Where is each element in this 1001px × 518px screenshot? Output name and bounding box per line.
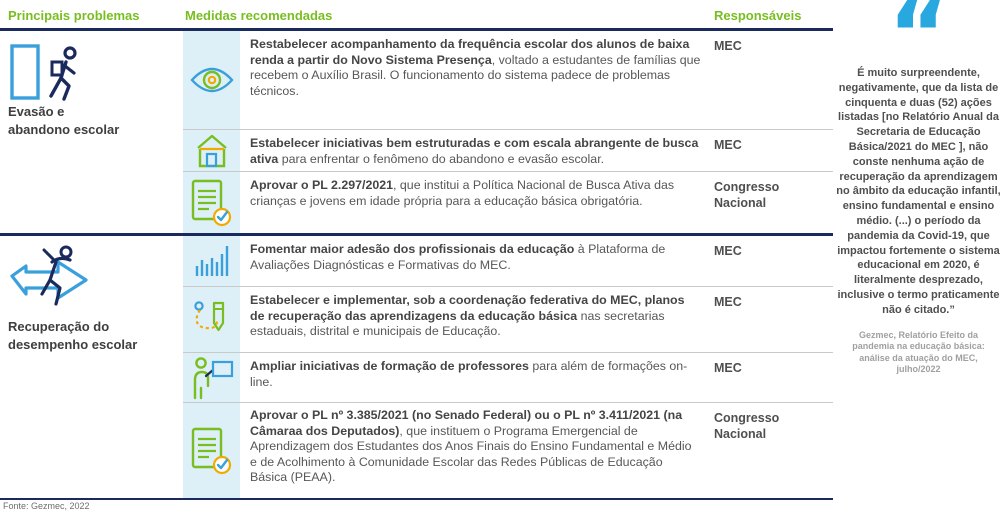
measure-text-bold: Aprovar o PL nº 3.385/2021 (no Senado Fe… — [250, 408, 683, 438]
quote-panel: “ É muito surpreendente, negativamente, … — [836, 0, 1001, 376]
measure-text-rest: nas secretarias estaduais, distrital e m… — [250, 308, 665, 339]
measure-text: Restabelecer acompanhamento da frequênci… — [240, 31, 713, 129]
house-icon — [193, 133, 231, 169]
measure-text-bold: Restabelecer acompanhamento da frequênci… — [250, 37, 690, 67]
measure-icon-cell — [183, 171, 240, 233]
measure-icon-cell — [183, 129, 240, 171]
table-bottom-rule — [0, 498, 833, 500]
section-evasao: Evasão e abandono escolar Restabelecer a… — [0, 31, 833, 233]
measure-text-bold: Fomentar maior adesão dos profissionais … — [250, 242, 575, 256]
quote-text: É muito surpreendente, negativamente, qu… — [836, 67, 1001, 316]
measure-text-rest: , que instituem o Programa Emergencial d… — [250, 423, 692, 485]
recommendations-table: Principais problemas Medidas recomendada… — [0, 0, 833, 500]
document-check-icon — [189, 179, 235, 227]
document-check-icon — [189, 427, 235, 475]
quote-attribution: Gezmec, Relatório Efeito da pandemia na … — [852, 329, 985, 375]
problem-label: Evasão e abandono escolar — [8, 104, 120, 137]
column-header-problems: Principais problemas — [8, 8, 140, 23]
section-recuperacao: Recuperação do desempenho escolar Foment… — [0, 233, 833, 498]
measure-text-bold: Ampliar iniciativas de formação de profe… — [250, 359, 529, 373]
measure-icon-cell — [183, 352, 240, 402]
responsible-label: Congresso Nacional — [713, 402, 833, 498]
responsible-label: MEC — [714, 39, 742, 53]
measure-text: Ampliar iniciativas de formação de profe… — [240, 352, 713, 402]
responsible-label: MEC — [713, 352, 833, 402]
measure-text-rest: para além de formações on-line. — [250, 359, 688, 389]
problem-cell: Evasão e abandono escolar — [0, 31, 183, 233]
measure-text: Estabelecer iniciativas bem estruturadas… — [240, 129, 713, 171]
measure-text-bold: Estabelecer e implementar, sob a coorden… — [250, 293, 685, 323]
responsible-label: MEC — [713, 129, 833, 171]
responsible-label: MEC — [714, 244, 742, 258]
table-header-row: Principais problemas Medidas recomendada… — [0, 0, 833, 31]
measure-icon-cell — [183, 286, 240, 352]
measure-text-rest: à Plataforma de Avaliações Diagnósticas … — [250, 242, 666, 272]
responsible-label: Congresso Nacional — [713, 171, 833, 233]
bar-chart-icon — [194, 244, 230, 278]
measure-icon-cell — [183, 31, 240, 129]
measure-text-rest: , que institui a Política Nacional de Bu… — [250, 178, 675, 208]
quotation-mark-icon: “ — [888, 0, 949, 62]
problem-cell: Recuperação do desempenho escolar — [0, 236, 183, 498]
measure-text: Fomentar maior adesão dos profissionais … — [240, 236, 713, 286]
measure-text: Estabelecer e implementar, sob a coorden… — [240, 286, 713, 352]
column-header-measures: Medidas recomendadas — [185, 8, 333, 23]
measure-text: Aprovar o PL 2.297/2021, que institui a … — [240, 171, 713, 233]
responsible-label: MEC — [713, 286, 833, 352]
measure-text-bold: Estabelecer iniciativas bem estruturadas… — [250, 136, 699, 166]
measure-icon-cell — [183, 402, 240, 498]
route-pen-icon — [192, 299, 232, 341]
teacher-board-icon — [190, 356, 234, 400]
source-note: Fonte: Gezmec, 2022 — [3, 501, 90, 511]
eye-icon — [189, 65, 234, 95]
measure-text-rest: , voltado a estudantes de famílias que r… — [250, 52, 701, 98]
door-exit-person-icon — [8, 41, 177, 103]
measure-text-bold: Aprovar o PL 2.297/2021 — [250, 178, 394, 192]
measure-text-rest: para enfrentar o fenômeno do abandono e … — [278, 151, 605, 166]
problem-label: Recuperação do desempenho escolar — [8, 319, 138, 352]
measure-icon-cell — [183, 236, 240, 286]
person-jump-arrow-icon — [8, 244, 177, 318]
column-header-responsible: Responsáveis — [714, 8, 802, 23]
measure-text: Aprovar o PL nº 3.385/2021 (no Senado Fe… — [240, 402, 713, 498]
